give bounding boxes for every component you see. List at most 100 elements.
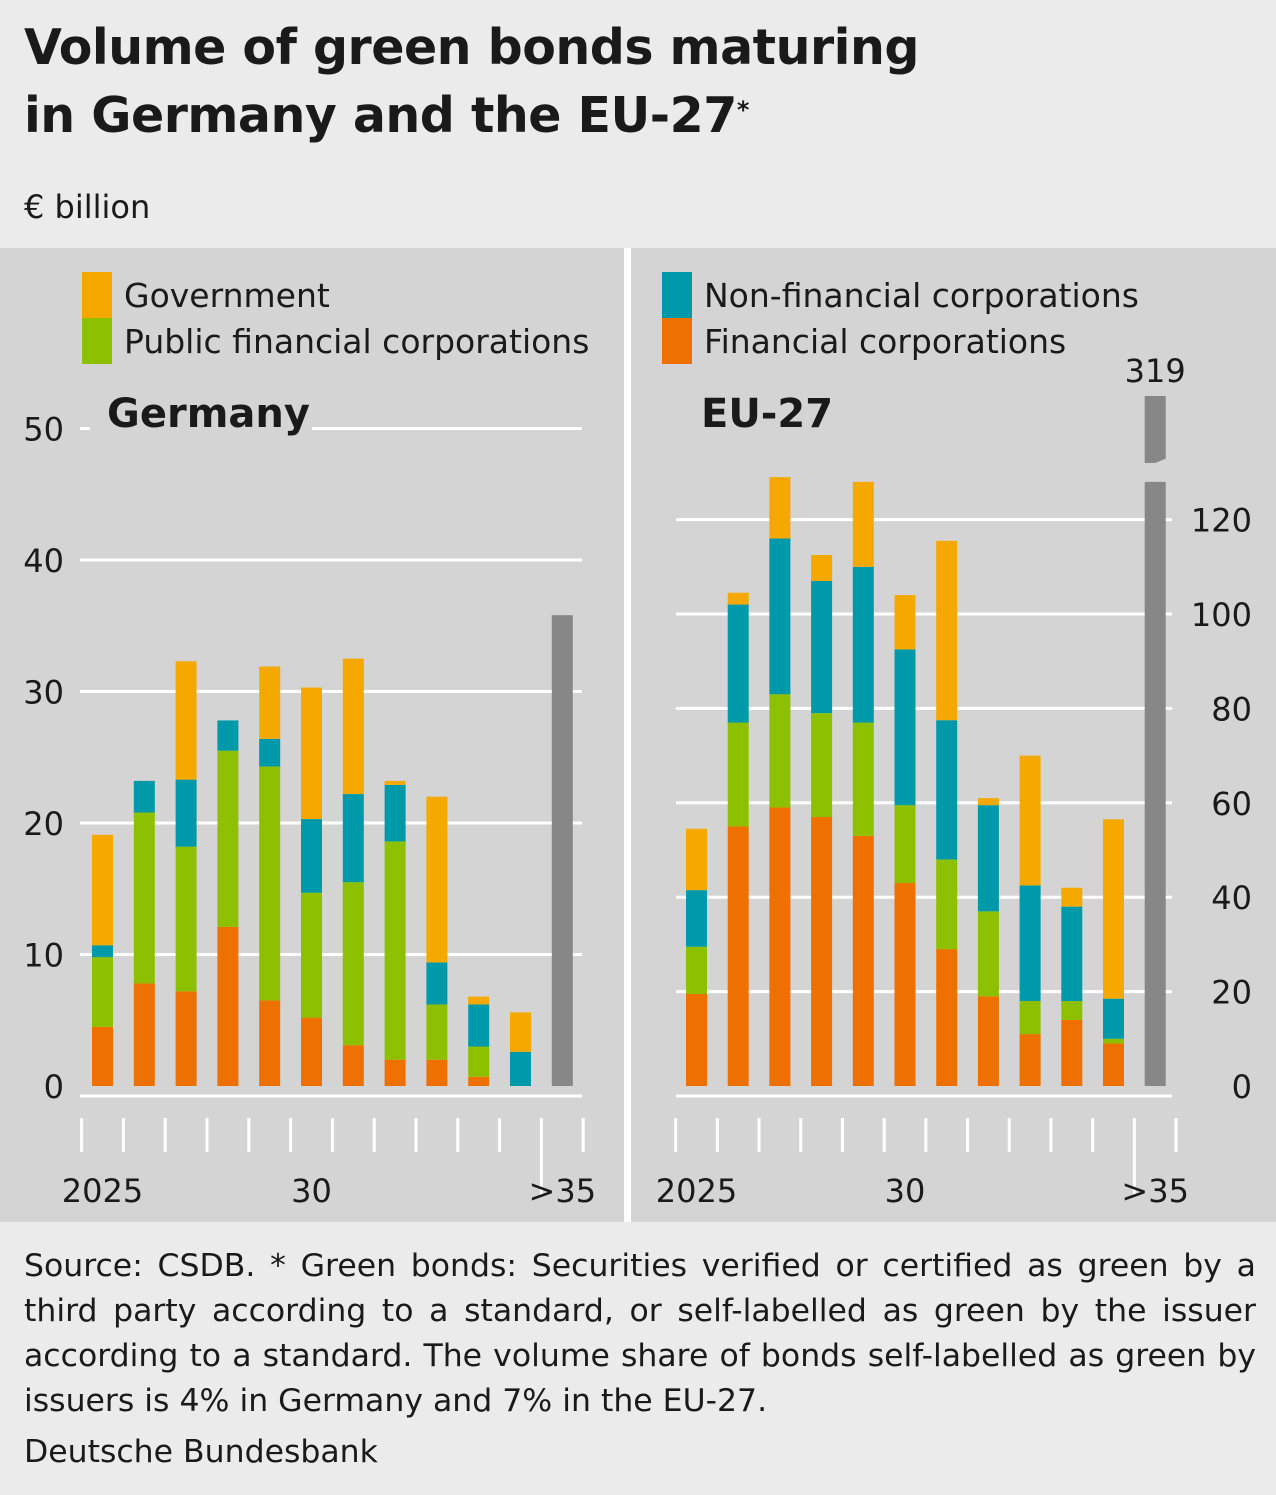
panel-title-bg [90, 390, 312, 440]
bar-financial-corporations-2025 [92, 1026, 113, 1086]
bar-government-2029 [259, 666, 281, 739]
bar-non-financial-corporations-30 [894, 649, 916, 806]
legend-label-non-financial: Non-financial corporations [704, 276, 1139, 315]
x-tick-label-2: >35 [529, 1172, 597, 1210]
bar-financial-corporations-2026 [133, 983, 155, 1086]
bar-government-2031 [342, 658, 364, 795]
panel-divider [624, 248, 631, 1222]
bar-non-financial-corporations-2028 [217, 720, 239, 751]
bar-non-financial-corporations-2029 [259, 738, 281, 767]
legend-label-financial: Financial corporations [704, 322, 1067, 361]
bar-government-2027 [175, 661, 197, 780]
y-tick-label-30: 30 [23, 674, 64, 712]
y-tick-label-80: 80 [1211, 690, 1252, 728]
bar-financial-corporations-2029 [852, 835, 874, 1086]
axis-break-gap [1140, 456, 1170, 484]
bar-non-financial-corporations-2035 [1103, 998, 1124, 1039]
bar-non-financial-corporations-2031 [342, 794, 364, 883]
bar-government-30 [894, 595, 916, 650]
x-tick-label-0: 2025 [656, 1172, 737, 1210]
bar-government-2035 [1103, 819, 1124, 999]
bar-non-financial-corporations-2033 [426, 962, 448, 1005]
y-tick-label-0: 0 [1232, 1068, 1252, 1106]
y-tick-label-20: 20 [23, 805, 64, 843]
bar-government-2026 [727, 592, 749, 605]
bar-non-financial-corporations-2026 [133, 780, 155, 813]
bar-government-2033 [426, 796, 448, 963]
bar-public-financial-corporations-2033 [1019, 1001, 1041, 1035]
bar-government-2025 [686, 828, 707, 891]
bar-government-2034 [468, 996, 490, 1005]
x-tick-label-1: 30 [291, 1172, 332, 1210]
eu27-chart: 0 20 40 60 80 100 120 EU-27 319 2025 30 >35 [656, 352, 1252, 1210]
bar-financial-corporations-2031 [342, 1045, 364, 1086]
bar-total-after-2035 [551, 615, 573, 1086]
x-tick-label-2: >35 [1121, 1172, 1189, 1210]
bar-total-after-2035-upper [1144, 396, 1166, 463]
bar-financial-corporations-2032 [977, 996, 999, 1086]
bar-public-financial-corporations-2025 [686, 946, 707, 994]
bar-government-2032 [384, 780, 406, 785]
bar-financial-corporations-2031 [936, 949, 958, 1086]
bar-public-financial-corporations-2027 [175, 846, 197, 992]
bar-government-30 [301, 687, 322, 820]
bar-financial-corporations-2027 [769, 807, 791, 1086]
bar-non-financial-corporations-2033 [1019, 885, 1041, 1002]
bar-non-financial-corporations-2035 [510, 1051, 531, 1086]
bar-financial-corporations-2034 [468, 1076, 490, 1086]
bar-non-financial-corporations-2034 [1061, 906, 1083, 1002]
title-footnote-mark: * [736, 96, 750, 124]
legend-swatch-non-financial [662, 272, 692, 318]
y-tick-label-60: 60 [1211, 785, 1252, 823]
bar-public-financial-corporations-2028 [217, 750, 239, 927]
x-tick-label-1: 30 [885, 1172, 926, 1210]
bar-public-financial-corporations-2026 [133, 812, 155, 984]
legend-swatch-public-financial [82, 318, 112, 364]
bar-government-2027 [769, 477, 791, 539]
bar-public-financial-corporations-30 [301, 892, 322, 1018]
bar-total-after-2035-lower [1144, 481, 1166, 1087]
y-tick-label-120: 120 [1191, 502, 1252, 540]
bar-financial-corporations-30 [894, 883, 916, 1086]
bar-financial-corporations-30 [301, 1017, 322, 1086]
y-tick-label-0: 0 [44, 1068, 64, 1106]
y-tick-label-100: 100 [1191, 596, 1252, 634]
chart-title: Volume of green bonds maturing in German… [24, 14, 1254, 150]
bar-non-financial-corporations-2032 [384, 784, 406, 842]
bar-non-financial-corporations-30 [301, 819, 322, 893]
bar-financial-corporations-2029 [259, 1000, 281, 1086]
bar-government-2028 [811, 555, 833, 581]
bar-financial-corporations-2025 [686, 993, 707, 1086]
bar-public-financial-corporations-2028 [811, 713, 833, 817]
over-range-value-label: 319 [1125, 352, 1186, 390]
bar-government-2031 [936, 540, 958, 721]
germany-chart: 0 10 20 30 40 50 Germany 2025 30 >35 [23, 390, 596, 1210]
panel-title: EU-27 [701, 391, 833, 437]
bar-government-2033 [1019, 755, 1041, 886]
bar-public-financial-corporations-2034 [1061, 1001, 1083, 1020]
bar-government-2034 [1061, 887, 1083, 907]
panel-title: Germany [107, 391, 310, 437]
legend-label-public-financial: Public financial corporations [124, 322, 590, 361]
bar-non-financial-corporations-2029 [852, 566, 874, 723]
publisher-label: Deutsche Bundesbank [24, 1434, 378, 1470]
bar-government-2032 [977, 798, 999, 806]
y-tick-label-10: 10 [23, 937, 64, 975]
bar-non-financial-corporations-2027 [769, 538, 791, 695]
charts-svg: 0 10 20 30 40 50 Germany 2025 30 >35 0 20 40 60 80 100… [23, 352, 1252, 1210]
bar-public-financial-corporations-2025 [92, 957, 113, 1027]
bar-public-financial-corporations-2032 [384, 841, 406, 1060]
y-tick-label-20: 20 [1211, 974, 1252, 1012]
bar-financial-corporations-2032 [384, 1059, 406, 1086]
bar-financial-corporations-2026 [727, 826, 749, 1086]
legend-swatch-government [82, 272, 112, 318]
bar-non-financial-corporations-2028 [811, 580, 833, 714]
bar-non-financial-corporations-2031 [936, 720, 958, 860]
bar-government-2029 [852, 481, 874, 567]
legend-swatch-financial [662, 318, 692, 364]
bar-public-financial-corporations-2031 [342, 882, 364, 1046]
bar-non-financial-corporations-2025 [92, 945, 113, 958]
bar-non-financial-corporations-2034 [468, 1004, 490, 1047]
title-line-2-text: in Germany and the EU-27 [24, 87, 737, 144]
bar-public-financial-corporations-30 [894, 805, 916, 884]
